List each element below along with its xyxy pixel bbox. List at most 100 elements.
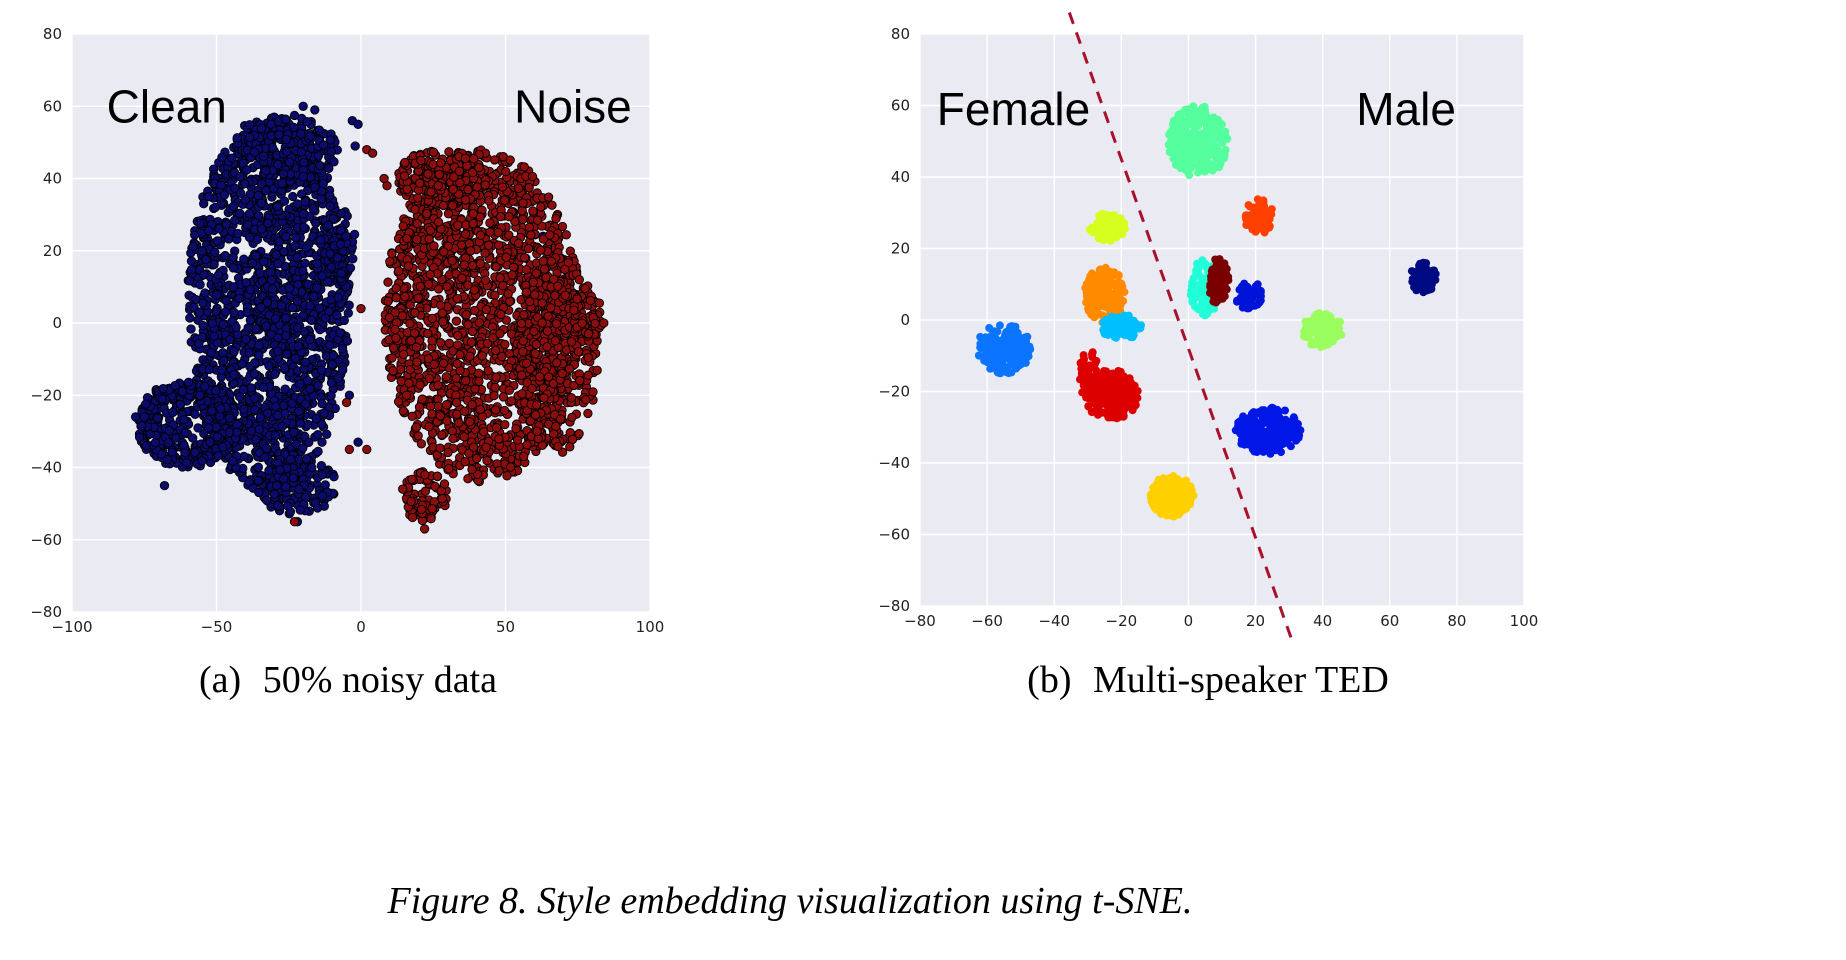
data-point	[425, 225, 435, 236]
data-point	[390, 324, 400, 335]
panel-a-annotation-clean: Clean	[107, 80, 227, 132]
data-point	[399, 171, 410, 181]
data-point	[474, 318, 485, 328]
data-point	[344, 444, 355, 455]
data-point	[415, 178, 425, 188]
data-point	[536, 245, 546, 255]
data-point	[504, 385, 515, 395]
data-point	[186, 256, 197, 266]
data-point	[253, 475, 263, 486]
data-point	[266, 275, 277, 285]
data-point	[281, 134, 291, 145]
data-point	[391, 293, 401, 303]
data-point	[344, 300, 354, 310]
data-point	[419, 524, 430, 534]
data-point	[259, 257, 269, 267]
data-point	[216, 404, 226, 414]
data-point	[285, 507, 296, 517]
data-point	[284, 157, 295, 167]
data-point	[407, 411, 417, 421]
data-point	[383, 277, 393, 287]
data-point	[290, 353, 300, 364]
data-point	[553, 441, 563, 452]
data-point	[298, 266, 308, 276]
data-point	[304, 437, 314, 447]
data-point	[527, 171, 538, 182]
data-point	[229, 282, 239, 292]
data-point	[295, 379, 305, 389]
data-point	[459, 406, 470, 416]
data-point	[306, 315, 317, 325]
data-point	[164, 425, 174, 436]
data-point	[329, 157, 339, 167]
data-point	[186, 324, 196, 334]
data-point	[403, 261, 414, 271]
data-point	[517, 370, 527, 380]
data-point	[292, 252, 303, 263]
data-point	[496, 211, 506, 222]
data-point	[549, 429, 559, 439]
data-point	[527, 383, 537, 394]
data-point	[309, 291, 319, 302]
data-point	[218, 319, 228, 330]
data-point	[179, 415, 189, 425]
data-point	[433, 401, 443, 411]
data-point	[388, 366, 398, 376]
data-point	[583, 408, 593, 419]
data-point	[580, 283, 590, 294]
data-point	[475, 404, 485, 415]
data-point	[463, 184, 473, 195]
data-point	[546, 256, 557, 266]
data-point	[398, 406, 408, 416]
data-point	[211, 385, 221, 396]
data-point	[460, 229, 471, 239]
data-point	[182, 457, 192, 468]
data-point	[276, 301, 287, 311]
data-point	[504, 362, 514, 373]
data-point	[157, 449, 167, 459]
data-point	[251, 251, 261, 261]
data-point	[496, 309, 506, 320]
data-point	[190, 230, 200, 240]
data-point	[152, 413, 163, 423]
data-point	[567, 412, 577, 423]
y-tick-label: −60	[30, 531, 62, 549]
data-point	[185, 313, 195, 323]
data-point	[353, 437, 363, 447]
data-point	[261, 495, 272, 505]
data-point	[258, 382, 269, 392]
data-point	[435, 443, 445, 453]
data-point	[257, 178, 267, 189]
data-point	[443, 209, 454, 219]
data-point	[519, 162, 529, 172]
data-point	[530, 348, 540, 359]
data-point	[157, 394, 167, 404]
data-point	[305, 384, 315, 394]
data-point	[424, 373, 434, 384]
data-point	[397, 311, 408, 321]
data-point	[315, 324, 325, 335]
data-point	[158, 383, 168, 394]
data-point	[298, 101, 308, 111]
data-point	[289, 427, 299, 438]
data-point	[190, 409, 200, 419]
data-point	[273, 346, 283, 356]
data-point	[518, 214, 528, 224]
data-point	[212, 290, 222, 300]
data-point	[255, 268, 265, 278]
data-point	[326, 262, 337, 272]
data-point	[279, 196, 290, 206]
data-point	[490, 405, 501, 415]
data-point	[296, 147, 307, 157]
data-point	[310, 182, 320, 192]
data-point	[279, 400, 289, 411]
data-point	[279, 246, 289, 257]
data-point	[179, 440, 189, 450]
data-point	[228, 456, 238, 466]
data-point	[556, 414, 566, 424]
data-point	[249, 147, 260, 157]
data-point	[402, 233, 412, 244]
data-point	[528, 206, 538, 216]
data-point	[551, 319, 562, 329]
data-point	[451, 397, 462, 408]
